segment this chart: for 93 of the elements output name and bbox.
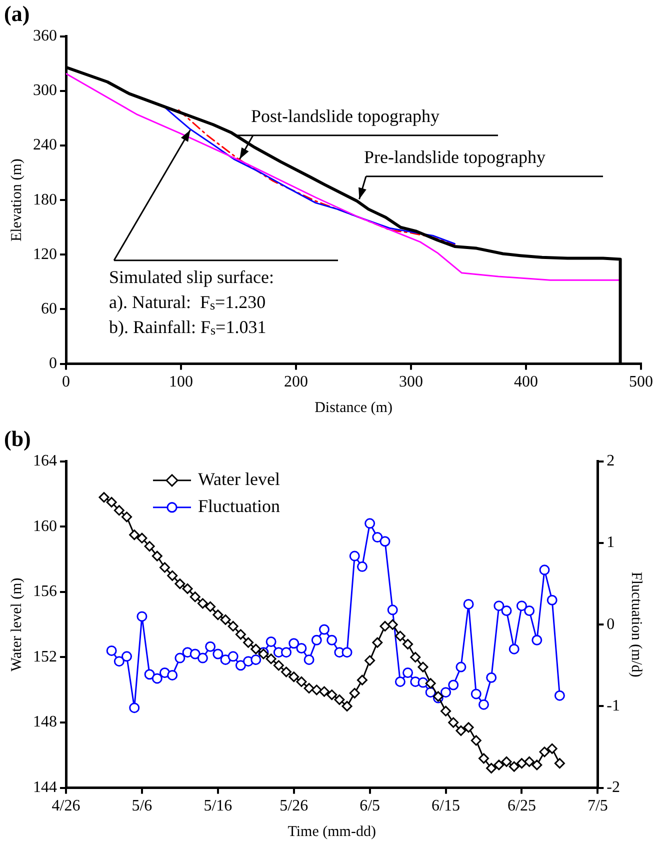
point xyxy=(152,673,162,684)
x-tick-label: 400 xyxy=(514,374,538,391)
point xyxy=(470,688,482,700)
x-tick-label: 300 xyxy=(399,374,423,391)
x-tick-label: 500 xyxy=(629,374,653,391)
legend-label: Fluctuation xyxy=(198,496,280,516)
point xyxy=(554,690,565,701)
y-axis-title: Water level (m) xyxy=(8,578,25,672)
point xyxy=(228,651,238,662)
point xyxy=(144,669,155,680)
point xyxy=(380,536,390,547)
y-tick-label: 152 xyxy=(33,648,57,666)
point xyxy=(372,532,383,543)
y-tick-label: 0 xyxy=(49,355,57,372)
point xyxy=(440,687,452,698)
y-tick-label: 144 xyxy=(33,779,57,796)
x-tick-label: 7/5 xyxy=(587,798,608,815)
point xyxy=(296,643,307,654)
point xyxy=(311,634,322,646)
y2-tick-label: -1 xyxy=(606,697,620,714)
point xyxy=(356,561,368,572)
y-axis-title: Elevation (m) xyxy=(8,158,25,242)
x-tick-label: 5/6 xyxy=(132,798,152,815)
y2-axis-title: Fluctuation (m/d) xyxy=(628,572,644,678)
point xyxy=(494,600,504,612)
annotation: Pre-landslide topography xyxy=(364,147,546,168)
point xyxy=(304,654,314,665)
point xyxy=(539,564,550,576)
y-tick-label: 156 xyxy=(33,583,57,600)
point xyxy=(546,594,558,606)
chart-title: (b) xyxy=(4,426,31,451)
point xyxy=(174,652,186,664)
point xyxy=(532,634,542,646)
x-tick-label: 0 xyxy=(62,374,70,391)
point xyxy=(448,680,459,690)
point xyxy=(387,604,398,616)
point xyxy=(402,667,414,678)
point xyxy=(281,647,292,658)
y-tick-label: 164 xyxy=(33,452,57,470)
point xyxy=(114,656,124,667)
point xyxy=(326,634,338,646)
x-tick-label: 4/26 xyxy=(52,798,80,815)
y2-tick-label: 0 xyxy=(606,616,615,633)
x-tick-label: 6/5 xyxy=(360,798,380,815)
x-tick-label: 6/15 xyxy=(432,798,460,815)
y-tick-label: 120 xyxy=(33,246,57,263)
point xyxy=(106,645,117,656)
legend-label: Water level xyxy=(198,469,280,490)
x-tick-label: 6/25 xyxy=(507,798,536,815)
point xyxy=(122,651,132,662)
chart-title: (a) xyxy=(4,0,30,26)
point xyxy=(394,676,406,687)
point xyxy=(463,598,474,610)
point xyxy=(266,636,276,647)
y-tick-label: 300 xyxy=(33,82,57,100)
y2-tick-label: 2 xyxy=(606,452,615,470)
point xyxy=(129,702,140,714)
point xyxy=(478,699,489,710)
point xyxy=(456,662,466,672)
point xyxy=(349,550,360,562)
point xyxy=(486,672,497,683)
x-tick-label: 200 xyxy=(284,374,308,391)
point xyxy=(250,654,262,665)
point xyxy=(235,660,246,671)
point xyxy=(212,648,224,660)
annotation: Simulated slip surface: a). Natural: Fs=1.230 b). Rainfall: Fs=1.031 xyxy=(109,267,274,338)
point xyxy=(197,652,208,664)
y2-tick-label: -2 xyxy=(606,779,620,796)
x-axis-title: Time (mm-dd) xyxy=(288,824,376,840)
point xyxy=(190,648,200,660)
y-tick-label: 240 xyxy=(33,136,57,154)
y-tick-label: 360 xyxy=(33,28,57,45)
point xyxy=(167,670,178,680)
y2-tick-label: 1 xyxy=(606,534,615,552)
point xyxy=(205,641,216,652)
x-tick-label: 100 xyxy=(169,374,193,391)
point xyxy=(524,605,535,616)
annotation: Post-landslide topography xyxy=(251,106,440,126)
point xyxy=(501,605,512,616)
y-tick-label: 60 xyxy=(41,300,57,318)
y-tick-label: 180 xyxy=(33,191,57,208)
y-tick-label: 160 xyxy=(33,518,57,535)
point xyxy=(516,600,527,612)
point xyxy=(364,518,376,529)
y-tick-label: 148 xyxy=(33,714,57,731)
x-axis-title: Distance (m) xyxy=(314,400,392,416)
point xyxy=(318,624,330,635)
x-tick-label: 5/16 xyxy=(204,798,232,815)
point xyxy=(342,647,352,658)
point xyxy=(508,644,520,654)
point xyxy=(288,638,300,649)
x-tick-label: 5/26 xyxy=(280,798,308,815)
point xyxy=(136,611,148,622)
